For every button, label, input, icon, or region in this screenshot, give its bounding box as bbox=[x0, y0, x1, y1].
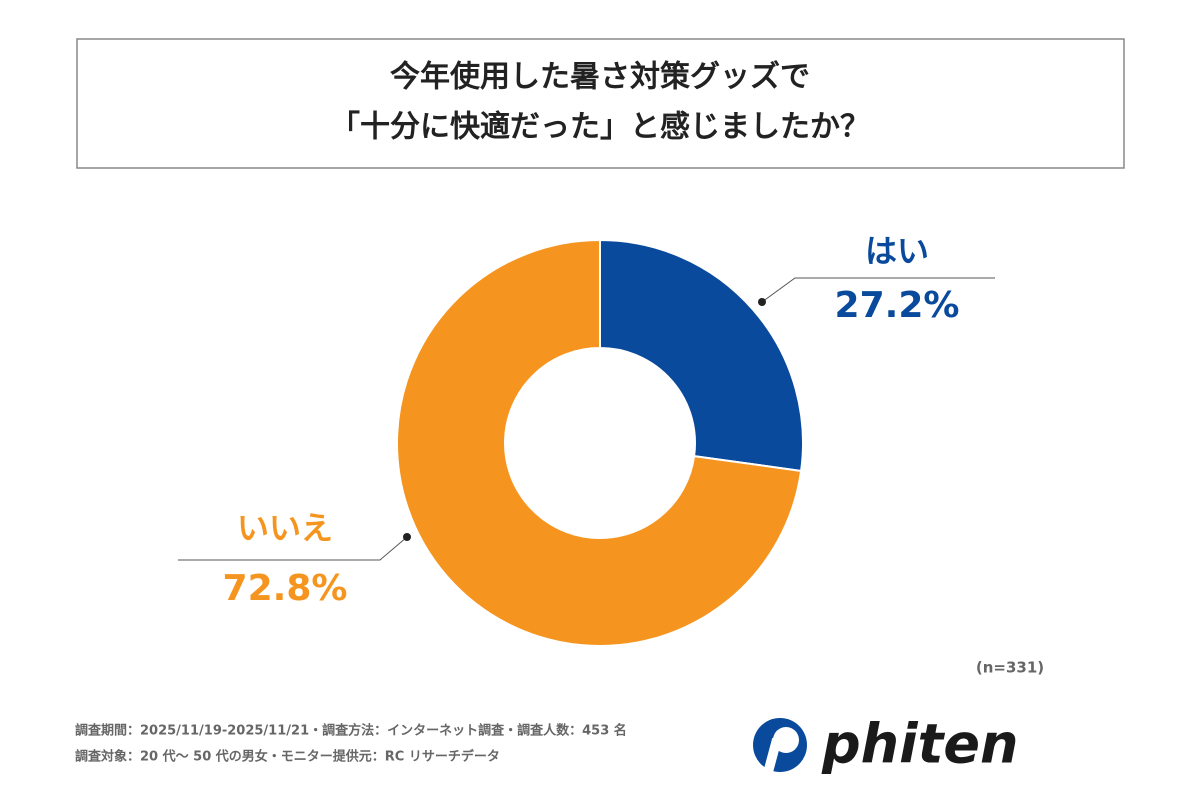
footer-note: 調査対象：20 代〜 50 代の男女・モニター提供元：RC リサーチデータ bbox=[75, 749, 500, 765]
footer-note: 調査期間：2025/11/19-2025/11/21・調査方法：インターネット調… bbox=[75, 723, 627, 739]
sample-note: (n=331) bbox=[976, 659, 1044, 677]
logo: phiten bbox=[753, 713, 1019, 776]
title-frame bbox=[76, 38, 1125, 169]
value-label: 72.8% bbox=[223, 568, 348, 609]
pie-slice bbox=[599, 238, 804, 473]
pie-slice bbox=[396, 238, 803, 647]
category-label: いいえ bbox=[237, 509, 333, 547]
logo-icon bbox=[762, 738, 783, 774]
category-label: はい bbox=[865, 232, 929, 270]
value-label: 27.2% bbox=[835, 285, 960, 326]
leader-line bbox=[178, 536, 408, 561]
leader-dot bbox=[403, 533, 411, 541]
chart-title: 今年使用した暑さ対策グッズで bbox=[390, 60, 810, 95]
logo-text: phiten bbox=[821, 713, 1019, 776]
leader-dot bbox=[758, 298, 766, 306]
leader-line bbox=[761, 277, 995, 303]
chart-title: 「十分に快適だった」と感じましたか？ bbox=[330, 110, 870, 145]
